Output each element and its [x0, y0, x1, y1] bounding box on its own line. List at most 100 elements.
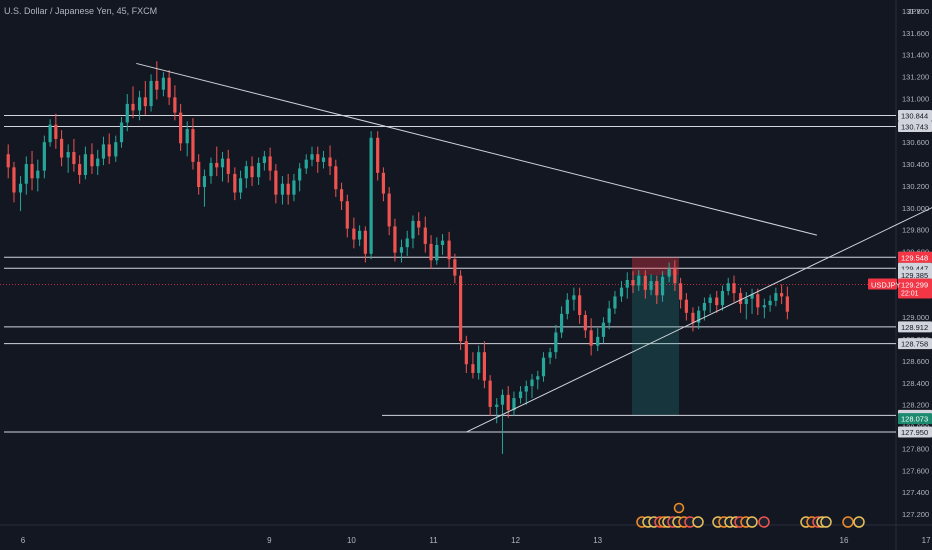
candle-body — [48, 124, 52, 143]
candle-body — [59, 138, 64, 158]
candle-body — [78, 164, 82, 175]
candle-body — [369, 137, 373, 254]
x-tick-label: 17 — [922, 536, 931, 545]
candle-body — [482, 352, 487, 381]
candle-body — [708, 297, 712, 303]
y-tick-label: 130.400 — [902, 160, 929, 169]
entry-price-tag: 129.385 — [901, 271, 928, 280]
candle-body — [660, 276, 665, 296]
symbol-tag: USDJPY — [871, 280, 901, 289]
y-tick-label: 128.400 — [902, 379, 929, 388]
x-tick-label: 10 — [347, 536, 356, 545]
candle-body — [83, 154, 87, 175]
candle-body — [286, 183, 290, 195]
candle-body — [405, 238, 409, 248]
x-tick-label: 9 — [267, 536, 272, 545]
candle-body — [197, 161, 201, 188]
candle-body — [429, 243, 433, 261]
candle-body — [334, 166, 338, 190]
candle-body — [72, 152, 76, 165]
candle-body — [726, 283, 730, 291]
candle-body — [435, 245, 439, 261]
candle-body — [601, 322, 606, 337]
candle-body — [274, 170, 278, 195]
candle-body — [345, 201, 349, 229]
candle-body — [155, 80, 159, 90]
candle-body — [393, 226, 397, 253]
candle-body — [24, 164, 28, 184]
candle-body — [750, 294, 754, 299]
candle-body — [720, 290, 725, 306]
candle-body — [137, 97, 142, 111]
level-price-tag: 130.844 — [901, 112, 928, 121]
event-icon[interactable] — [692, 516, 704, 528]
current-price-tag-bg — [898, 278, 932, 299]
candle-body — [477, 352, 481, 373]
candle-body — [780, 293, 784, 297]
y-tick-label: 128.600 — [902, 357, 929, 366]
candle-body — [298, 168, 302, 181]
level-price-tag-bg — [898, 121, 932, 133]
candle-body — [66, 152, 70, 158]
candle-body — [36, 170, 40, 179]
candle-body — [774, 293, 778, 301]
trendline[interactable] — [136, 62, 818, 236]
event-icon[interactable] — [842, 516, 854, 528]
candle-body — [185, 129, 189, 144]
candle-body — [512, 398, 516, 411]
candle-body — [697, 310, 701, 323]
target-value-tag-bg — [898, 413, 932, 425]
stop-loss-zone[interactable] — [632, 257, 679, 276]
candle-body — [464, 341, 468, 365]
y-tick-label: 127.200 — [902, 510, 929, 519]
candle-body — [471, 364, 475, 373]
candle-body — [262, 156, 266, 163]
candle-body — [280, 183, 285, 195]
candle-body — [250, 166, 254, 178]
candle-body — [673, 269, 677, 284]
candle-body — [107, 144, 111, 157]
trendline[interactable] — [466, 93, 932, 433]
candle-body — [488, 380, 492, 407]
level-price-tag: 129.447 — [901, 264, 928, 273]
candle-body — [679, 283, 683, 300]
candle-body — [173, 97, 177, 113]
candle-body — [715, 297, 719, 306]
candle-body — [101, 144, 106, 159]
candle-body — [143, 97, 147, 107]
candle-body — [399, 247, 404, 253]
y-tick-label: 127.800 — [902, 444, 929, 453]
candle-body — [768, 300, 772, 306]
y-tick-label: 131.400 — [902, 51, 929, 60]
candle-body — [42, 142, 46, 171]
candle-body — [548, 352, 552, 358]
candle-body — [423, 227, 427, 244]
candle-body — [328, 157, 332, 167]
candle-body — [762, 305, 766, 308]
candle-body — [316, 154, 320, 162]
event-icon[interactable] — [820, 516, 832, 528]
candle-body — [310, 154, 314, 160]
candle-body — [6, 154, 10, 168]
candle-body — [90, 154, 94, 167]
event-icon[interactable] — [746, 516, 758, 528]
candle-body — [691, 312, 695, 323]
event-icon[interactable] — [673, 502, 685, 514]
candle-body — [684, 299, 688, 313]
candle-body — [637, 275, 641, 286]
y-tick-label: 129.800 — [902, 226, 929, 235]
candle-body — [744, 298, 748, 305]
take-profit-zone[interactable] — [632, 275, 679, 416]
candle-body — [518, 391, 523, 399]
event-icon[interactable] — [853, 516, 865, 528]
event-icon[interactable] — [758, 516, 770, 528]
candle-body — [572, 295, 576, 300]
candle-body — [643, 275, 647, 290]
candle-body — [506, 394, 510, 411]
y-tick-label: 131.200 — [902, 73, 929, 82]
candle-body — [358, 230, 362, 240]
candle-body — [411, 220, 415, 239]
candle-body — [554, 332, 558, 353]
y-tick-label: 131.000 — [902, 94, 929, 103]
